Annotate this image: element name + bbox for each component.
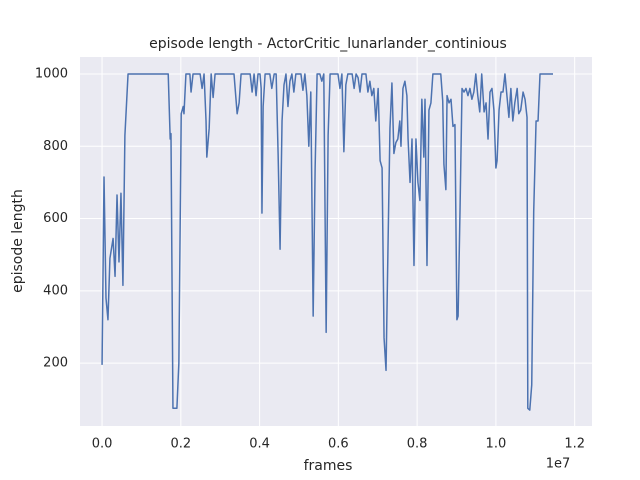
plot-area (80, 57, 592, 426)
x-tick-label: 0.6 (328, 437, 349, 452)
x-tick-label: 1.0 (486, 437, 507, 452)
x-axis-label: frames (304, 458, 353, 474)
x-tick-label: 0.8 (407, 437, 428, 452)
data-line (101, 73, 554, 411)
x-offset-label: 1e7 (546, 457, 571, 472)
y-tick-label: 1000 (35, 66, 68, 81)
x-tick-label: 0.2 (170, 437, 191, 452)
y-tick-label: 800 (43, 139, 68, 154)
y-tick-label: 400 (43, 283, 68, 298)
x-tick-label: 1.2 (564, 437, 585, 452)
y-tick-label: 200 (43, 356, 68, 371)
y-tick-label: 600 (43, 211, 68, 226)
chart-title: episode length - ActorCritic_lunarlander… (149, 36, 507, 52)
x-tick-label: 0.4 (249, 437, 270, 452)
y-axis-label: episode length (10, 189, 26, 293)
x-tick-label: 0.0 (92, 437, 113, 452)
